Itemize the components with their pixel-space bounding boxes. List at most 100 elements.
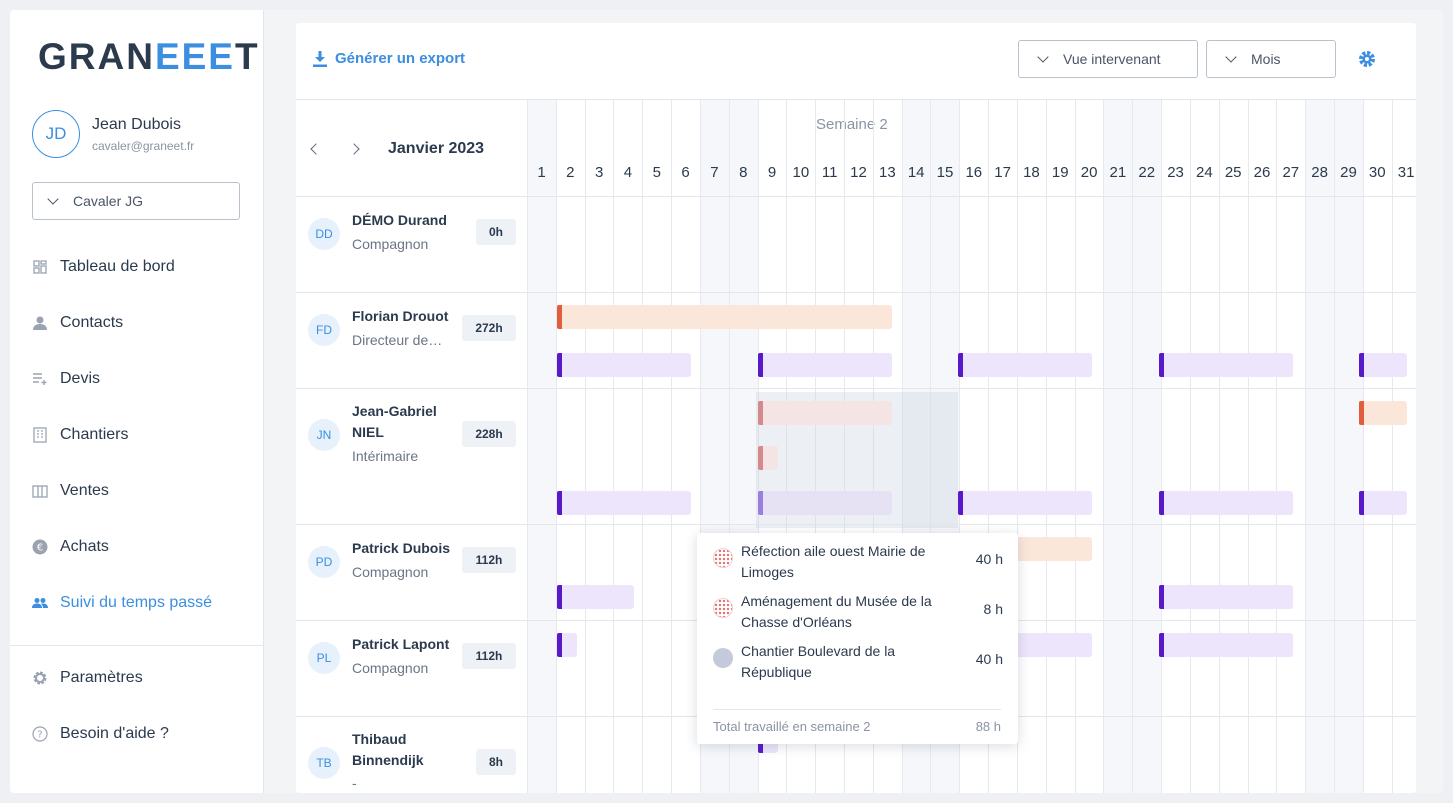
- gear-icon: [32, 670, 48, 686]
- day-column: [1362, 100, 1392, 793]
- assignment-bar[interactable]: [1159, 491, 1293, 515]
- sidebar-item-devis[interactable]: Devis: [32, 351, 212, 407]
- person-row[interactable]: FD Florian Drouot Directeur de… 272h: [296, 293, 1416, 389]
- assignment-bar[interactable]: [1159, 585, 1293, 609]
- chevron-left-icon[interactable]: [310, 143, 322, 155]
- day-column: [1333, 100, 1363, 793]
- project-dotted-icon: [713, 598, 733, 618]
- sidebar-item-label: Ventes: [60, 482, 109, 499]
- assignment-bar[interactable]: [758, 353, 892, 377]
- company-select[interactable]: Cavaler JG: [32, 182, 240, 220]
- chevron-right-icon[interactable]: [348, 143, 360, 155]
- user-email: cavaler@graneet.fr: [92, 138, 195, 153]
- graneet-logo[interactable]: GRANEEET: [38, 36, 260, 77]
- sidebar-item-suivi-temps[interactable]: Suivi du temps passé: [32, 575, 212, 631]
- assignment-bar[interactable]: [758, 446, 778, 470]
- sidebar-item-aide[interactable]: ? Besoin d'aide ?: [32, 706, 169, 762]
- assignment-bar[interactable]: [557, 491, 691, 515]
- assignment-bar[interactable]: [758, 491, 892, 515]
- quote-icon: [32, 371, 48, 387]
- day-column: [1016, 100, 1046, 793]
- person-row[interactable]: JN Jean-Gabriel NIEL Intérimaire 228h: [296, 389, 1416, 525]
- day-number: 27: [1282, 164, 1300, 181]
- person-name: Patrick Dubois: [352, 540, 451, 556]
- hours-badge: 228h: [462, 421, 516, 447]
- person-role: Compagnon: [352, 236, 429, 252]
- person-role: Compagnon: [352, 660, 429, 676]
- tooltip-project-hours: 40 h: [975, 651, 1003, 667]
- day-number: 11: [821, 164, 838, 181]
- sidebar-item-contacts[interactable]: Contacts: [32, 295, 212, 351]
- assignment-bar[interactable]: [557, 305, 892, 329]
- day-column: [1132, 100, 1162, 793]
- day-number: 30: [1368, 164, 1386, 181]
- day-number: 31: [1397, 164, 1415, 181]
- person-name: Jean-Gabriel NIEL: [352, 403, 437, 440]
- day-number: 13: [878, 164, 896, 181]
- sidebar-item-label: Tableau de bord: [60, 258, 175, 275]
- sidebar-item-dashboard[interactable]: Tableau de bord: [32, 239, 212, 295]
- tooltip-project-name: Réfection aile ouest Mairie de Limoges: [741, 543, 926, 580]
- assignment-bar[interactable]: [557, 585, 634, 609]
- day-number: 28: [1311, 164, 1328, 181]
- sidebar-item-label: Suivi du temps passé: [60, 594, 213, 611]
- day-number: 1: [537, 164, 546, 181]
- day-number: 22: [1138, 164, 1156, 181]
- view-select[interactable]: Vue intervenant: [1018, 40, 1198, 78]
- assignment-bar[interactable]: [958, 353, 1092, 377]
- day-column: [527, 100, 556, 793]
- tooltip-total-label: Total travaillé en semaine 2: [713, 719, 871, 734]
- dashboard-icon: [32, 259, 48, 275]
- person-icon: [32, 315, 48, 331]
- avatar: FD: [308, 314, 340, 346]
- person-role: -: [352, 775, 357, 791]
- period-select[interactable]: Mois: [1206, 40, 1336, 78]
- assignment-bar[interactable]: [1159, 633, 1293, 657]
- header-divider: [296, 196, 1416, 197]
- day-number: 29: [1340, 164, 1357, 181]
- sidebar-bottom-nav: Paramètres ? Besoin d'aide ?: [32, 650, 169, 762]
- day-number: 14: [907, 164, 925, 181]
- assignment-bar[interactable]: [958, 491, 1092, 515]
- day-column: [786, 100, 815, 793]
- day-number: 15: [936, 164, 954, 181]
- day-column: [988, 100, 1017, 793]
- day-number: 20: [1080, 164, 1098, 181]
- person-name: Florian Drouot: [352, 308, 449, 324]
- export-button[interactable]: Générer un export: [313, 50, 465, 67]
- assignment-bar[interactable]: [557, 353, 691, 377]
- user-profile[interactable]: JD Jean Dubois cavaler@graneet.fr: [32, 110, 194, 158]
- sidebar-item-ventes[interactable]: Ventes: [32, 463, 212, 519]
- sidebar-item-achats[interactable]: € Achats: [32, 519, 212, 575]
- assignment-bar[interactable]: [557, 633, 577, 657]
- person-row[interactable]: TB Thibaud Binnendijk - 8h: [296, 717, 1416, 793]
- tooltip-row: Aménagement du Musée de la Chasse d'Orlé…: [713, 591, 1003, 633]
- sidebar-item-label: Paramètres: [60, 669, 143, 686]
- assignment-bar[interactable]: [758, 401, 892, 425]
- day-column: [1074, 100, 1104, 793]
- day-number: 10: [792, 164, 810, 181]
- sidebar-item-label: Devis: [60, 370, 101, 387]
- day-number: 25: [1224, 164, 1242, 181]
- assignment-bar[interactable]: [1359, 491, 1407, 515]
- sidebar-item-parametres[interactable]: Paramètres: [32, 650, 169, 706]
- day-column: [642, 100, 671, 793]
- assignment-bar[interactable]: [1159, 353, 1293, 377]
- sidebar-item-label: Besoin d'aide ?: [60, 725, 169, 742]
- calendar-grid: Janvier 2023 Semaine 2 1 2 3 4 5 6 7 8 9 10 11 12 13…: [296, 100, 1416, 793]
- avatar: DD: [308, 218, 340, 250]
- export-label: Générer un export: [335, 50, 466, 67]
- assignment-bar[interactable]: [1359, 353, 1407, 377]
- day-column: [555, 100, 585, 793]
- day-column: [1247, 100, 1277, 793]
- day-number: 7: [710, 164, 719, 181]
- sidebar-divider: [10, 645, 264, 646]
- tooltip-divider: [713, 709, 1001, 710]
- sidebar-nav: Tableau de bord Contacts Devis Chantiers…: [32, 239, 212, 631]
- sidebar-item-chantiers[interactable]: Chantiers: [32, 407, 212, 463]
- assignment-bar[interactable]: [1359, 401, 1407, 425]
- settings-gear-icon[interactable]: [1358, 50, 1376, 68]
- day-column: [584, 100, 614, 793]
- download-icon: [313, 50, 327, 67]
- person-row[interactable]: DD DÉMO Durand Compagnon 0h: [296, 197, 1416, 293]
